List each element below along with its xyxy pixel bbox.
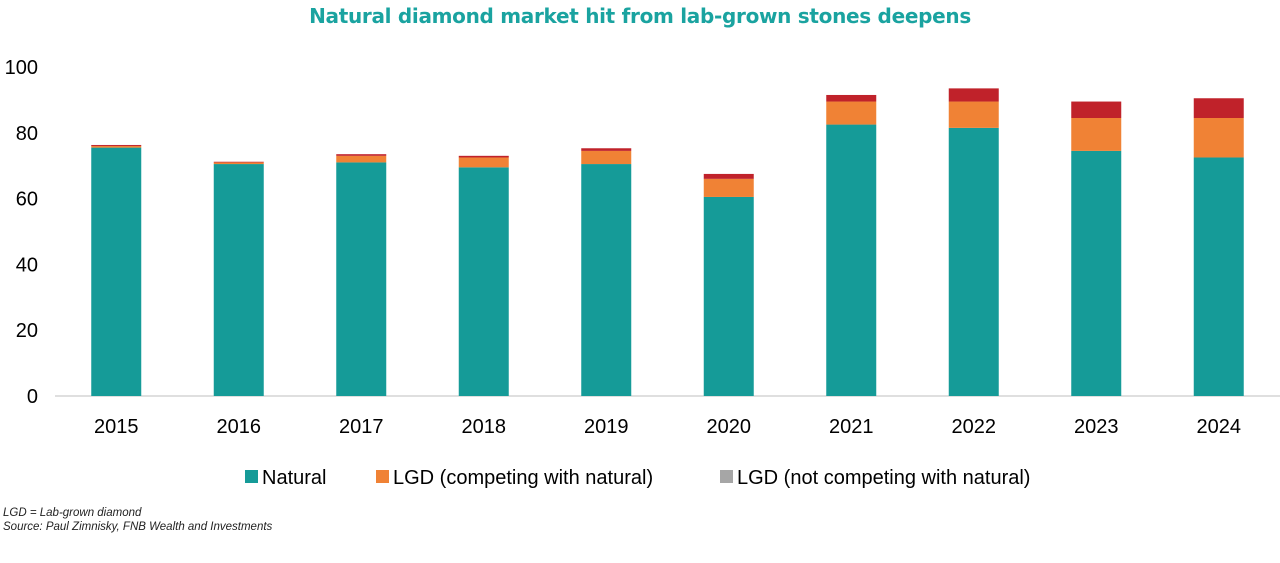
- bar-lgd-not-competing-2017: [336, 154, 387, 156]
- bar-lgd-competing-2019: [581, 150, 632, 165]
- bar-lgd-competing-2017: [336, 155, 387, 163]
- bar-natural-2018: [458, 167, 509, 396]
- bar-natural-2019: [581, 164, 632, 396]
- bar-natural-2020: [703, 196, 754, 396]
- bar-natural-2016: [213, 164, 264, 396]
- x-tick-label: 2023: [1074, 416, 1119, 438]
- x-tick-label: 2019: [584, 416, 629, 438]
- y-tick-label: 20: [16, 320, 38, 342]
- bar-lgd-competing-2023: [1071, 117, 1122, 151]
- x-tick-label: 2016: [217, 416, 262, 438]
- y-tick-label: 0: [27, 386, 38, 408]
- bar-natural-2017: [336, 162, 387, 396]
- legend-label-lgd-competing: LGD (competing with natural): [393, 467, 653, 489]
- bar-lgd-not-competing-2022: [948, 88, 999, 102]
- x-tick-label: 2015: [94, 416, 139, 438]
- bar-natural-2015: [91, 147, 142, 396]
- legend-swatch-lgd-not-competing: [720, 470, 733, 483]
- bar-lgd-competing-2024: [1193, 117, 1244, 158]
- x-tick-label: 2018: [462, 416, 507, 438]
- footnote-definition: LGD = Lab-grown diamond: [3, 507, 142, 519]
- bar-lgd-not-competing-2019: [581, 148, 632, 151]
- bar-lgd-not-competing-2024: [1193, 98, 1244, 118]
- bar-lgd-not-competing-2023: [1071, 101, 1122, 118]
- x-tick-label: 2017: [339, 416, 384, 438]
- bar-lgd-competing-2016: [213, 162, 264, 165]
- x-tick-label: 2021: [829, 416, 874, 438]
- bar-lgd-not-competing-2021: [826, 94, 877, 102]
- x-tick-label: 2024: [1197, 416, 1242, 438]
- chart-title: Natural diamond market hit from lab-grow…: [309, 4, 971, 28]
- bar-lgd-not-competing-2016: [213, 161, 264, 163]
- bar-lgd-competing-2020: [703, 178, 754, 197]
- bar-natural-2024: [1193, 157, 1244, 396]
- bar-natural-2022: [948, 127, 999, 397]
- legend-swatch-natural: [245, 470, 258, 483]
- bar-natural-2021: [826, 124, 877, 396]
- bar-lgd-not-competing-2018: [458, 155, 509, 158]
- legend-label-natural: Natural: [262, 467, 326, 489]
- footnote-source: Source: Paul Zimnisky, FNB Wealth and In…: [3, 521, 273, 533]
- x-tick-label: 2020: [707, 416, 752, 438]
- bar-lgd-not-competing-2015: [91, 144, 142, 146]
- bar-lgd-competing-2022: [948, 101, 999, 128]
- y-tick-label: 60: [16, 189, 38, 211]
- y-tick-label: 80: [16, 123, 38, 145]
- x-tick-label: 2022: [952, 416, 997, 438]
- bar-lgd-not-competing-2020: [703, 173, 754, 179]
- bar-lgd-competing-2018: [458, 157, 509, 168]
- legend-label-lgd-not-competing: LGD (not competing with natural): [737, 467, 1030, 489]
- y-tick-label: 40: [16, 254, 38, 276]
- bar-natural-2023: [1071, 150, 1122, 396]
- bar-lgd-competing-2021: [826, 101, 877, 125]
- legend-swatch-lgd-competing: [376, 470, 389, 483]
- bar-lgd-competing-2015: [91, 145, 142, 148]
- y-tick-label: 100: [5, 57, 38, 79]
